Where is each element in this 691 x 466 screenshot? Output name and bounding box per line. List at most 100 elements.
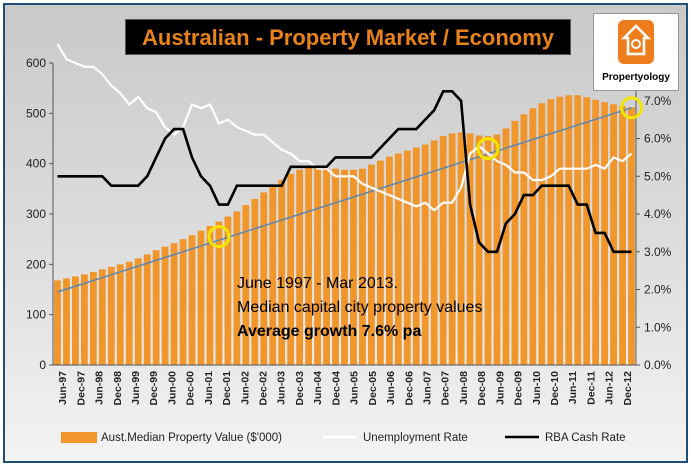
- x-tick-label: Dec-99: [148, 371, 160, 406]
- x-tick-label: Jun-07: [421, 371, 433, 405]
- bar: [367, 164, 375, 365]
- bar: [466, 133, 474, 365]
- bar: [152, 250, 160, 365]
- bar: [188, 235, 196, 365]
- bar: [242, 204, 250, 365]
- y-right-tick-label: 5.0%: [644, 169, 672, 183]
- x-tick-label: Jun-04: [312, 371, 324, 405]
- bar: [278, 179, 286, 365]
- y-right-tick-label: 4.0%: [644, 207, 672, 221]
- highlight-circle: [476, 137, 500, 161]
- bar: [197, 230, 205, 365]
- y-right-tick-label: 3.0%: [644, 245, 672, 259]
- bar: [80, 274, 88, 365]
- x-tick-label: Dec-03: [294, 371, 306, 406]
- bar: [134, 258, 142, 365]
- annotation-line-2: Median capital city property values: [237, 299, 482, 316]
- bar: [439, 135, 447, 365]
- y-left-tick-label: 300: [26, 207, 46, 221]
- legend-label-cash-rate: RBA Cash Rate: [545, 432, 626, 444]
- x-tick-label: Dec-04: [330, 371, 342, 406]
- x-tick-label: Jun-97: [57, 371, 69, 405]
- unemployment-line: [56, 43, 633, 212]
- x-tick-label: Jun-11: [567, 371, 579, 404]
- bar: [260, 192, 268, 365]
- x-tick-label: Dec-06: [403, 371, 415, 406]
- bar: [457, 132, 465, 365]
- y-right-tick-label: 0.0%: [644, 358, 672, 372]
- bar: [161, 246, 169, 365]
- y-left-tick-label: 400: [26, 157, 46, 171]
- ticks-layer: 0 100 200 300 400 500 600 0.0% 1.0% 2.0% 3.0% 4.0% 5…: [26, 56, 672, 405]
- bar: [341, 169, 348, 365]
- bar: [251, 198, 259, 365]
- x-tick-label: Dec-05: [367, 371, 379, 406]
- legend-layer: Aust.Median Property Value ($'000) Unempl…: [61, 432, 626, 444]
- legend-swatch-bars: [61, 432, 97, 443]
- bar: [385, 156, 393, 365]
- y-left-tick-label: 600: [26, 56, 46, 70]
- bar: [296, 169, 304, 365]
- bar: [179, 239, 187, 365]
- bar: [287, 173, 295, 365]
- bar: [63, 278, 70, 365]
- x-tick-label: Jun-00: [166, 371, 178, 405]
- bar: [475, 135, 483, 365]
- bar: [619, 106, 626, 365]
- x-tick-label: Jun-03: [276, 371, 288, 405]
- bar: [448, 133, 456, 365]
- lines-layer: [56, 43, 644, 293]
- x-tick-label: Dec-07: [440, 371, 452, 406]
- house-icon: [618, 20, 654, 64]
- bar: [116, 264, 124, 365]
- bar: [170, 243, 178, 365]
- bar: [233, 211, 241, 365]
- logo-text: Propertyology: [602, 72, 670, 83]
- legend-label-bars: Aust.Median Property Value ($'000): [101, 432, 282, 444]
- x-tick-label: Jun-09: [494, 371, 506, 405]
- highlight-circle: [620, 96, 644, 120]
- bar: [538, 103, 546, 366]
- x-tick-label: Jun-05: [349, 371, 361, 405]
- legend-label-unemployment: Unemployment Rate: [363, 432, 468, 444]
- x-tick-label: Jun-01: [203, 371, 215, 405]
- chart-title: Australian - Property Market / Economy: [142, 25, 554, 50]
- chart-canvas: 0 100 200 300 400 500 600 0.0% 1.0% 2.0% 3.0% 4.0% 5…: [26, 43, 672, 444]
- bar: [72, 276, 79, 365]
- x-tick-label: Dec-98: [112, 371, 124, 406]
- bar: [520, 114, 528, 365]
- x-tick-label: Jun-12: [604, 371, 616, 405]
- bar: [98, 269, 106, 365]
- bar: [529, 108, 537, 366]
- x-tick-label: Jun-06: [385, 371, 397, 405]
- y-left-tick-label: 100: [26, 308, 46, 322]
- y-right-tick-label: 1.0%: [644, 320, 672, 334]
- bar: [421, 144, 429, 365]
- bar: [412, 147, 420, 365]
- bar: [332, 168, 339, 365]
- bar: [224, 216, 232, 365]
- bar: [323, 168, 330, 365]
- x-tick-label: Dec-01: [221, 371, 233, 406]
- bar: [305, 167, 313, 365]
- x-tick-label: Dec-10: [549, 371, 561, 406]
- bar: [511, 120, 519, 365]
- bar: [350, 169, 357, 365]
- bar: [403, 150, 411, 365]
- x-tick-label: Jun-99: [130, 371, 142, 405]
- bar: [430, 140, 438, 365]
- x-tick-label: Jun-02: [239, 371, 251, 405]
- y-right-tick-label: 2.0%: [644, 283, 672, 297]
- bar: [628, 107, 635, 365]
- bar: [314, 167, 322, 365]
- x-tick-label: Dec-02: [258, 371, 270, 406]
- y-right-tick-label: 7.0%: [644, 94, 672, 108]
- x-tick-label: Jun-10: [531, 371, 543, 405]
- bar: [54, 280, 61, 365]
- title-box: Australian - Property Market / Economy: [125, 19, 571, 55]
- chart-frame: 0 100 200 300 400 500 600 0.0% 1.0% 2.0% 3.0% 4.0% 5…: [3, 3, 688, 463]
- x-tick-label: Dec-97: [75, 371, 87, 406]
- x-tick-label: Dec-00: [185, 371, 197, 406]
- bar: [359, 168, 366, 365]
- bar: [547, 99, 555, 366]
